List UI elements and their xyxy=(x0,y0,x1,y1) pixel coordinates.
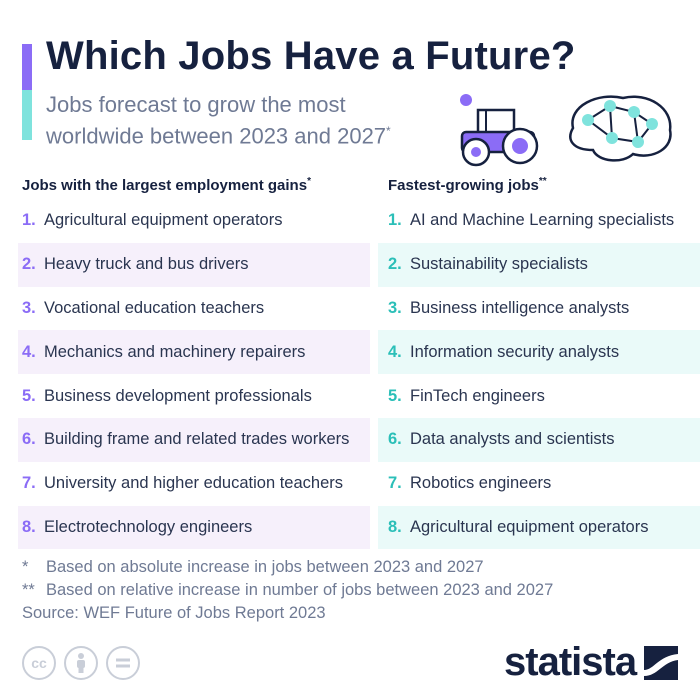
job-label: Data analysts and scientists xyxy=(410,430,615,449)
job-label: AI and Machine Learning specialists xyxy=(410,211,675,230)
footnote-1: * Based on absolute increase in jobs betw… xyxy=(22,556,553,579)
list-item: 6. Data analysts and scientists xyxy=(378,417,700,462)
footnote-2: ** Based on relative increase in number o… xyxy=(22,579,553,602)
right-column-heading: Fastest-growing jobs** xyxy=(388,176,547,194)
rank-number: 3. xyxy=(388,298,402,317)
rank-number: 6. xyxy=(388,430,402,449)
rank-number: 1. xyxy=(22,211,36,230)
right-heading-text: Fastest-growing jobs xyxy=(388,177,539,194)
right-heading-mark: ** xyxy=(538,176,547,187)
left-heading-mark: * xyxy=(307,176,311,187)
brand-name[interactable]: statista xyxy=(504,640,637,684)
footnotes: * Based on absolute increase in jobs betw… xyxy=(22,556,553,625)
job-label: Agricultural equipment operators xyxy=(410,517,649,536)
job-label: Robotics engineers xyxy=(410,474,552,493)
rank-number: 4. xyxy=(22,342,36,361)
brain-network-icon xyxy=(569,95,672,162)
brand: statista xyxy=(504,640,679,685)
list-item: 1. Agricultural equipment operators xyxy=(18,199,370,243)
license-icons: cc xyxy=(22,646,140,680)
accent-bar-purple xyxy=(22,44,32,90)
list-item: 8. Agricultural equipment operators xyxy=(378,505,700,550)
list-item: 1. AI and Machine Learning specialists xyxy=(378,199,700,243)
header-illustration xyxy=(460,94,672,167)
footnote-1-mark: * xyxy=(22,558,29,576)
list-item: 5. Business development professionals xyxy=(18,374,370,418)
rank-number: 1. xyxy=(388,211,402,230)
source-line: Source: WEF Future of Jobs Report 2023 xyxy=(22,604,326,622)
equals-icon xyxy=(116,658,130,668)
list-item: 3. Vocational education teachers xyxy=(18,287,370,331)
job-label: Mechanics and machinery repairers xyxy=(44,342,306,361)
job-label: Sustainability specialists xyxy=(410,255,588,274)
job-label: Business intelligence analysts xyxy=(410,298,630,317)
page-subtitle: Jobs forecast to grow the most worldwide… xyxy=(46,92,426,149)
rank-number: 6. xyxy=(22,430,36,449)
list-item: 6. Building frame and related trades work… xyxy=(18,417,370,462)
list-item: 7. University and higher education teache… xyxy=(18,462,370,506)
attribution-icon[interactable] xyxy=(64,646,98,680)
no-derivatives-icon[interactable] xyxy=(106,646,140,680)
rank-number: 4. xyxy=(388,342,402,361)
rank-number: 7. xyxy=(22,474,36,493)
list-item: 8. Electrotechnology engineers xyxy=(18,505,370,550)
rank-number: 8. xyxy=(22,517,36,536)
tractor-icon xyxy=(460,94,539,167)
footnote-1-text: Based on absolute increase in jobs betwe… xyxy=(46,558,484,576)
left-heading-text: Jobs with the largest employment gains xyxy=(22,177,308,194)
job-label: Electrotechnology engineers xyxy=(44,517,253,536)
job-label: FinTech engineers xyxy=(410,386,545,405)
subtitle-line-2: worldwide between 2023 and 2027 xyxy=(46,123,387,149)
job-label: Information security analysts xyxy=(410,342,620,361)
rank-number: 2. xyxy=(388,255,402,274)
rank-number: 5. xyxy=(22,386,36,405)
rank-number: 3. xyxy=(22,298,36,317)
footnote-2-text: Based on relative increase in number of … xyxy=(46,581,554,599)
list-item: 7. Robotics engineers xyxy=(378,462,700,506)
job-label: Vocational education teachers xyxy=(44,298,265,317)
job-label: University and higher education teachers xyxy=(44,474,344,493)
job-label: Agricultural equipment operators xyxy=(44,211,283,230)
list-item: 2. Heavy truck and bus drivers xyxy=(18,242,370,287)
list-item: 3. Business intelligence analysts xyxy=(378,287,700,331)
subtitle-line-1: Jobs forecast to grow the most xyxy=(46,92,346,117)
right-job-list: 1. AI and Machine Learning specialists 2.… xyxy=(378,199,700,550)
rank-number: 7. xyxy=(388,474,402,493)
job-label: Building frame and related trades worker… xyxy=(44,430,350,449)
list-item: 4. Mechanics and machinery repairers xyxy=(18,330,370,375)
cc-icon[interactable]: cc xyxy=(22,646,56,680)
page-title: Which Jobs Have a Future? xyxy=(46,34,576,78)
left-job-list: 1. Agricultural equipment operators 2. Hea… xyxy=(18,199,370,550)
footnote-2-mark: ** xyxy=(22,581,35,599)
statista-logo-icon[interactable] xyxy=(644,645,679,680)
left-column-heading: Jobs with the largest employment gains* xyxy=(22,176,311,194)
job-label: Heavy truck and bus drivers xyxy=(44,255,249,274)
person-icon xyxy=(77,653,85,673)
rank-number: 8. xyxy=(388,517,402,536)
rank-number: 5. xyxy=(388,386,402,405)
job-label: Business development professionals xyxy=(44,386,312,405)
rank-number: 2. xyxy=(22,255,36,274)
accent-bar-teal xyxy=(22,90,32,140)
logo-wave-icon xyxy=(644,653,679,676)
list-item: 5. FinTech engineers xyxy=(378,374,700,418)
subtitle-footnote-mark: * xyxy=(386,124,391,138)
list-item: 2. Sustainability specialists xyxy=(378,242,700,287)
list-item: 4. Information security analysts xyxy=(378,330,700,375)
